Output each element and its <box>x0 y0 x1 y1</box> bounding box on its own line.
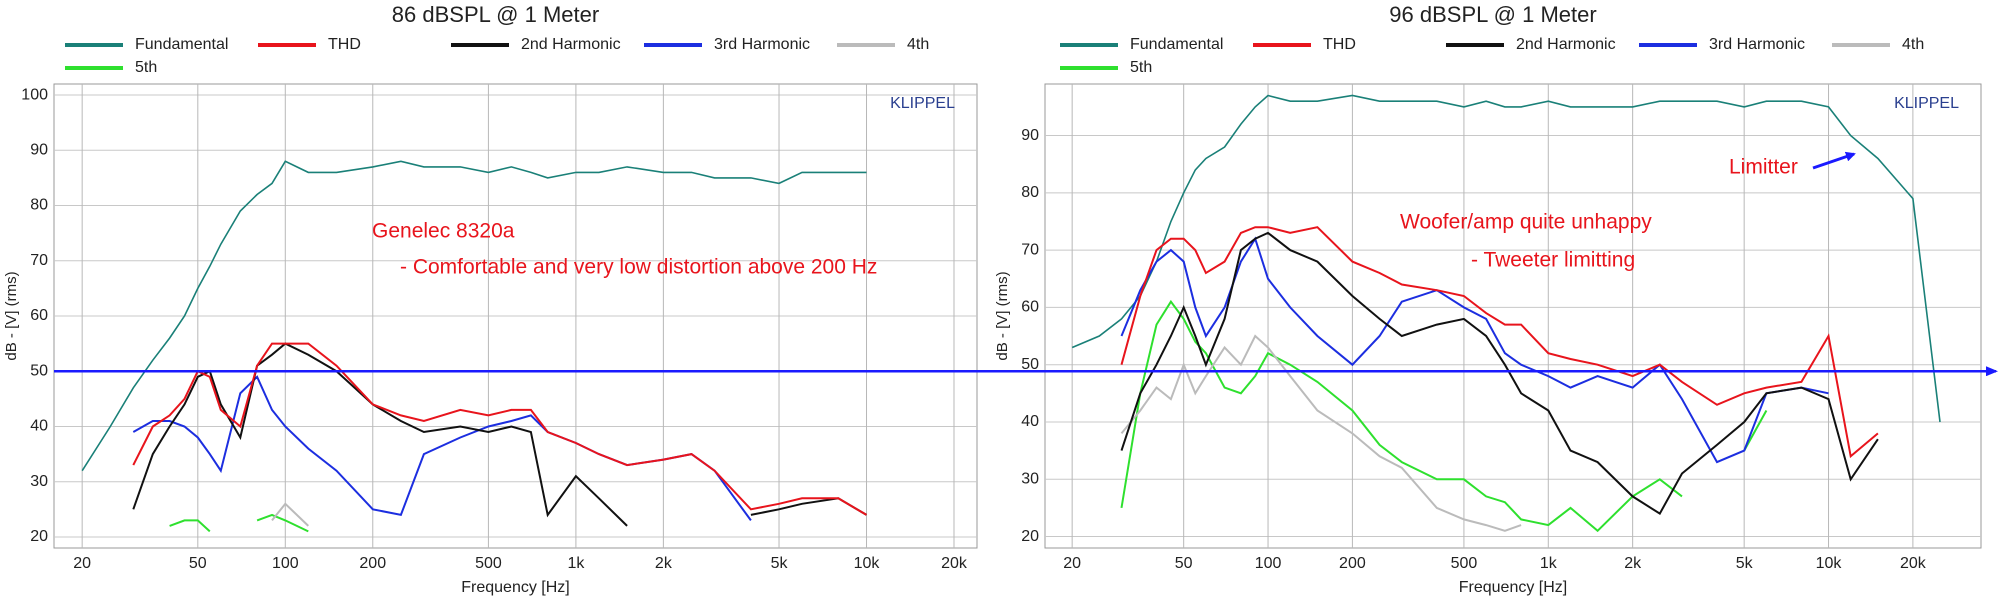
chart-panel: 86 dBSPL @ 1 Meter 20 30 40 50 60 70 80 90 100 20 5… <box>3 2 978 596</box>
x-tick-label: 1k <box>1540 555 1558 572</box>
x-tick-label: 100 <box>1255 555 1282 572</box>
legend-label: Fundamental <box>135 36 228 53</box>
x-tick-label: 500 <box>475 555 502 572</box>
x-tick-label: 20 <box>1063 555 1081 572</box>
y-tick-label: 60 <box>1021 299 1039 316</box>
x-tick-label: 20k <box>941 555 968 572</box>
legend-label: 5th <box>1130 59 1152 76</box>
x-axis-label: Frequency [Hz] <box>461 579 569 596</box>
series-line <box>169 513 309 533</box>
series-line <box>271 502 309 527</box>
series-line <box>81 160 867 472</box>
legend-label: 3rd Harmonic <box>1709 36 1805 53</box>
watermark: KLIPPEL <box>1894 95 1959 112</box>
x-tick-label: 500 <box>1451 555 1478 572</box>
x-tick-label: 100 <box>272 555 299 572</box>
annotation: Woofer/amp quite unhappy <box>1400 211 1652 234</box>
x-tick-label: 20k <box>1900 555 1927 572</box>
x-tick-label: 200 <box>359 555 386 572</box>
legend-label: THD <box>328 36 361 53</box>
watermark: KLIPPEL <box>890 95 955 112</box>
annotation: Limitter <box>1729 156 1798 179</box>
annotation-arrow <box>1812 151 1856 170</box>
y-tick-label: 70 <box>1021 241 1039 258</box>
y-tick-label: 70 <box>30 252 48 269</box>
y-tick-label: 90 <box>30 142 48 159</box>
legend-label: 2nd Harmonic <box>1516 36 1616 53</box>
legend-label: 3rd Harmonic <box>714 36 810 53</box>
legend-label: THD <box>1323 36 1356 53</box>
y-tick-label: 20 <box>30 528 48 545</box>
annotation: - Comfortable and very low distortion ab… <box>400 256 877 279</box>
legend-label: 4th <box>1902 36 1924 53</box>
chart-panel: 96 dBSPL @ 1 Meter 20 30 40 50 60 70 80 90 20 50 10… <box>994 2 1982 596</box>
chart-title: 96 dBSPL @ 1 Meter <box>1389 2 1596 27</box>
series-line <box>1071 94 1941 423</box>
legend-label: 4th <box>907 36 929 53</box>
y-tick-label: 50 <box>30 362 48 379</box>
legend-label: 2nd Harmonic <box>521 36 621 53</box>
series-line <box>1120 236 1829 464</box>
y-tick-label: 30 <box>30 473 48 490</box>
annotation: - Tweeter limitting <box>1471 249 1635 272</box>
x-axis-label: Frequency [Hz] <box>1459 579 1567 596</box>
x-tick-label: 10k <box>1816 555 1843 572</box>
series-line <box>1120 334 1522 532</box>
plot-area <box>1044 83 1982 549</box>
y-tick-label: 100 <box>21 86 48 103</box>
y-tick-label: 90 <box>1021 127 1039 144</box>
series-line <box>1120 226 1879 459</box>
y-axis-label: dB - [V] (rms) <box>3 271 20 360</box>
x-tick-label: 5k <box>1736 555 1754 572</box>
legend-label: Fundamental <box>1130 36 1223 53</box>
chart-title: 86 dBSPL @ 1 Meter <box>392 2 599 27</box>
x-tick-label: 10k <box>854 555 881 572</box>
x-tick-label: 20 <box>73 555 91 572</box>
x-tick-label: 200 <box>1339 555 1366 572</box>
x-tick-label: 5k <box>771 555 789 572</box>
y-tick-label: 80 <box>30 197 48 214</box>
x-tick-label: 2k <box>655 555 673 572</box>
series-line <box>1120 299 1768 533</box>
y-tick-label: 30 <box>1021 470 1039 487</box>
annotation: Genelec 8320a <box>372 220 515 243</box>
y-axis-label: dB - [V] (rms) <box>994 271 1011 360</box>
series-line <box>132 342 868 516</box>
series-line <box>1120 231 1879 516</box>
y-tick-label: 60 <box>30 307 48 324</box>
y-tick-label: 20 <box>1021 528 1039 545</box>
x-tick-label: 1k <box>567 555 585 572</box>
y-tick-label: 40 <box>1021 413 1039 430</box>
x-tick-label: 50 <box>1175 555 1193 572</box>
y-tick-label: 40 <box>30 418 48 435</box>
legend-label: 5th <box>135 59 157 76</box>
x-tick-label: 2k <box>1624 555 1642 572</box>
y-tick-label: 50 <box>1021 356 1039 373</box>
x-tick-label: 50 <box>189 555 207 572</box>
y-tick-label: 80 <box>1021 184 1039 201</box>
